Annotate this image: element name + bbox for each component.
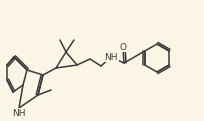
Text: NH: NH xyxy=(104,53,118,61)
Text: NH: NH xyxy=(12,109,26,118)
Text: O: O xyxy=(120,42,126,52)
